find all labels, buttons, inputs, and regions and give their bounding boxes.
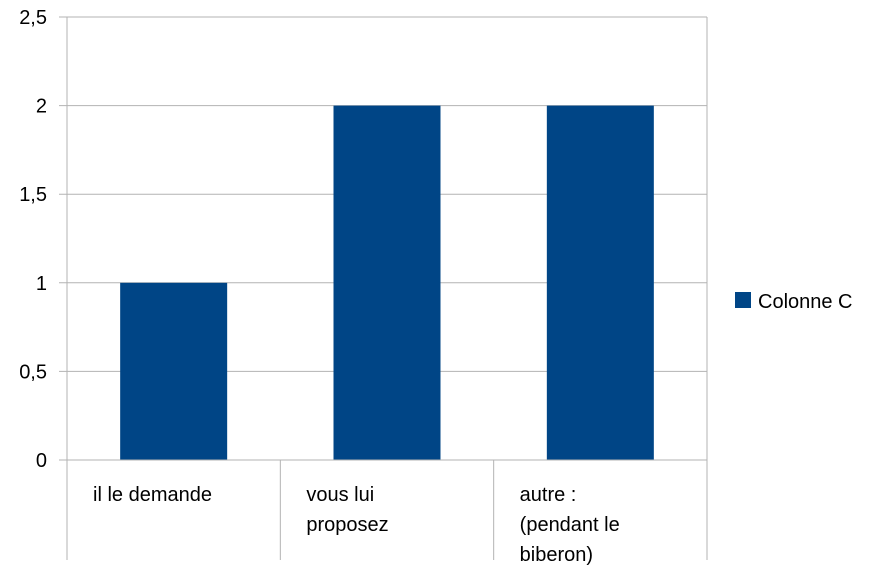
category-label: proposez	[306, 514, 388, 536]
bar	[120, 282, 228, 460]
bar	[333, 105, 441, 460]
category-labels: il le demande vous lui proposez autre : (pen…	[93, 484, 620, 566]
y-tick-labels: 0 0,5 1 1,5 2 2,5	[19, 7, 47, 472]
category-label: vous lui	[306, 484, 374, 506]
y-tick-label: 2	[36, 96, 47, 118]
y-tick-label: 1,5	[19, 184, 47, 206]
bars	[120, 105, 654, 460]
y-tick-label: 0,5	[19, 361, 47, 383]
legend: Colonne C	[735, 291, 853, 313]
category-label: autre :	[520, 484, 577, 506]
category-label: biberon)	[520, 544, 593, 566]
y-tick-label: 2,5	[19, 7, 47, 29]
y-tick-label: 1	[36, 273, 47, 295]
y-tick-label: 0	[36, 450, 47, 472]
axes	[59, 17, 708, 560]
bar	[546, 105, 654, 460]
category-label: (pendant le	[520, 514, 620, 536]
legend-label: Colonne C	[758, 291, 853, 313]
category-label: il le demande	[93, 484, 212, 506]
legend-swatch	[735, 292, 751, 308]
